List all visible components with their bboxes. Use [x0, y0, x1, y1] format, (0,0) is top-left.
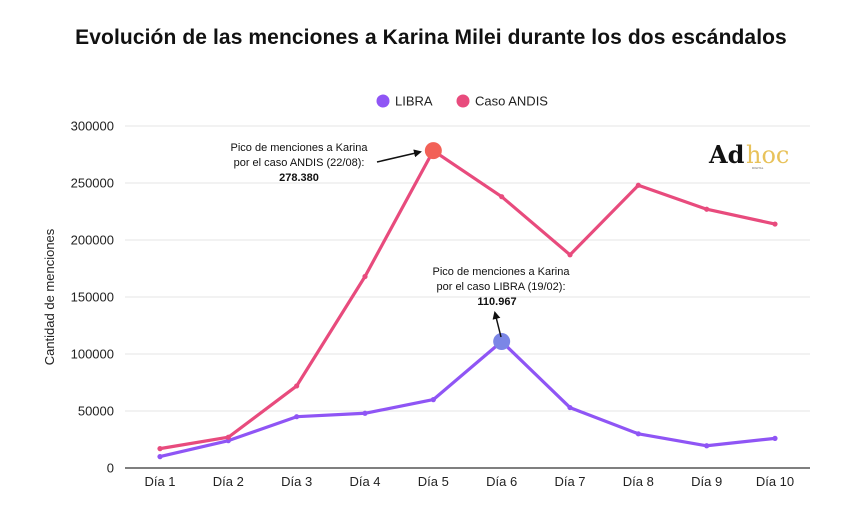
- data-point: [772, 435, 778, 441]
- peak-marker: [493, 332, 511, 350]
- x-tick-label: Día 2: [213, 474, 244, 489]
- x-tick-label: Día 7: [554, 474, 585, 489]
- adhoc-logo: Ad hoc DIGITAL: [708, 140, 789, 170]
- data-point: [430, 397, 436, 403]
- legend-label: LIBRA: [395, 94, 433, 109]
- logo-text-ad: Ad: [708, 140, 745, 169]
- legend: LIBRA Caso ANDIS: [376, 94, 548, 109]
- x-tick-label: Día 5: [418, 474, 449, 489]
- y-tick-label: 250000: [71, 176, 114, 191]
- annotation-value: 110.967: [477, 296, 516, 308]
- y-axis-title: Cantidad de menciones: [42, 228, 57, 365]
- chart-title: Evolución de las menciones a Karina Mile…: [75, 26, 787, 49]
- data-point: [704, 206, 710, 212]
- data-point: [362, 273, 368, 280]
- y-tick-label: 150000: [71, 290, 114, 305]
- data-point: [362, 410, 368, 416]
- data-point: [225, 434, 231, 440]
- logo-text-hoc: hoc: [746, 141, 789, 169]
- y-tick-label: 300000: [71, 119, 114, 134]
- data-point: [635, 182, 641, 188]
- series-line: [158, 149, 777, 451]
- x-tick-label: Día 1: [144, 474, 175, 489]
- annotation-text: Pico de menciones a Karina: [433, 266, 571, 278]
- data-point: [567, 252, 573, 258]
- data-point: [294, 414, 300, 420]
- series-line: [158, 339, 777, 459]
- x-tick-label: Día 6: [486, 474, 517, 489]
- annotation-value: 278.380: [279, 172, 319, 184]
- series-lines: [157, 148, 778, 460]
- logo-text-sub: DIGITAL: [752, 166, 764, 170]
- legend-label: Caso ANDIS: [475, 94, 548, 109]
- data-point: [704, 443, 710, 449]
- gridlines: [125, 125, 810, 412]
- annotation-arrow: [492, 311, 502, 338]
- y-tick-label: 100000: [71, 347, 114, 362]
- x-tick-label: Día 9: [691, 474, 722, 489]
- y-tick-label: 0: [107, 461, 114, 476]
- annotation-text: Pico de menciones a Karina: [231, 142, 369, 154]
- annotation-text: por el caso LIBRA (19/02):: [436, 281, 565, 293]
- data-point: [772, 221, 778, 227]
- x-tick-label: Día 4: [349, 474, 380, 489]
- legend-swatch: [376, 94, 390, 108]
- annotation-text: por el caso ANDIS (22/08):: [234, 157, 365, 169]
- peak-marker: [424, 142, 442, 160]
- annotations: Pico de menciones a Karina por el caso AN…: [231, 142, 571, 350]
- data-point: [635, 431, 641, 437]
- y-tick-label: 50000: [78, 404, 114, 419]
- x-tick-label: Día 10: [756, 474, 794, 489]
- data-point: [294, 383, 300, 389]
- x-tick-label: Día 8: [623, 474, 654, 489]
- annotation-arrow: [376, 149, 422, 163]
- legend-swatch: [456, 94, 470, 108]
- data-point: [499, 194, 505, 200]
- y-tick-label: 200000: [71, 233, 114, 248]
- axes: 0 50000 100000 150000 200000 250000 300000 Día …: [42, 119, 810, 489]
- data-point: [157, 446, 163, 452]
- data-point: [157, 454, 163, 460]
- data-point: [567, 404, 573, 411]
- x-tick-label: Día 3: [281, 474, 312, 489]
